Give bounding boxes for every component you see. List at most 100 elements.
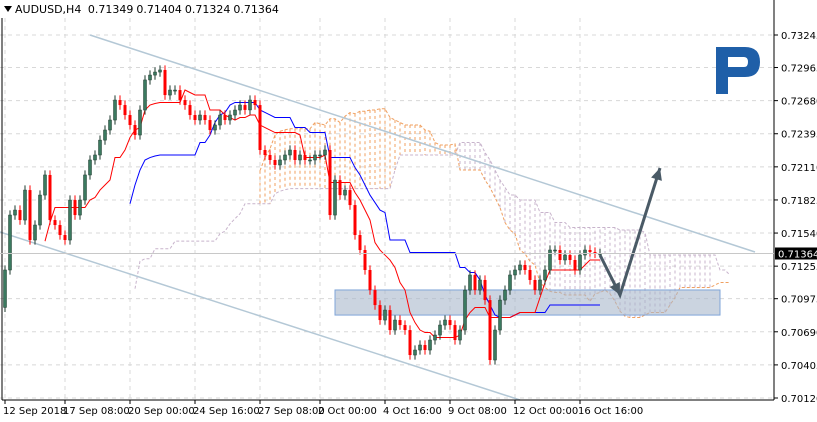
candle-bear (258, 105, 262, 150)
candle-bear (208, 120, 212, 131)
candle-bear (188, 105, 192, 116)
candle-bull (498, 299, 502, 331)
x-tick-label: 12 Oct 00:00 (513, 406, 578, 417)
candle-bear (338, 180, 342, 196)
candle-bull (148, 74, 152, 81)
candle-bull (78, 199, 82, 216)
chart-header: AUDUSD,H4 0.71349 0.71404 0.71324 0.71364 (4, 3, 282, 16)
x-tick-label: 17 Sep 08:00 (63, 406, 130, 417)
candle-bull (108, 119, 112, 131)
candle-bull (113, 99, 117, 121)
candle-bear (223, 115, 227, 121)
candle-bull (333, 179, 337, 216)
candle-bull (458, 329, 462, 341)
ohlc-close: 0.71364 (233, 3, 279, 16)
candle-bear (53, 220, 57, 226)
candle-bull (168, 89, 172, 96)
candle-bear (453, 325, 457, 341)
candle-bear (303, 154, 307, 160)
x-tick-label: 9 Oct 08:00 (448, 406, 507, 417)
candle-bull (153, 71, 157, 76)
y-tick-label: 0.72395 (781, 130, 817, 141)
candle-bull (543, 269, 547, 281)
candle-bear (203, 115, 207, 121)
current-price-label: 0.71364 (778, 249, 817, 260)
candle-bear (533, 279, 537, 291)
candle-bear (448, 320, 452, 326)
x-tick-label: 2 Oct 00:00 (318, 406, 377, 417)
candle-bull (298, 154, 302, 161)
support-zone-rect (334, 289, 721, 316)
trend-channel (0, 34, 756, 401)
candle-bear (48, 174, 52, 221)
candle-bear (293, 149, 297, 160)
candle-bull (383, 309, 387, 321)
y-tick-label: 0.73245 (781, 31, 817, 42)
candle-bull (578, 254, 582, 271)
candle-bull (233, 109, 237, 116)
candle-bull (443, 319, 447, 326)
candle-bull (218, 114, 222, 126)
candle-bear (178, 90, 182, 101)
candle-bear (473, 274, 477, 291)
candle-bull (143, 79, 147, 111)
candle-bear (358, 235, 362, 251)
ichimoku-lines (44, 89, 600, 339)
candle-bull (433, 334, 437, 341)
dropdown-triangle-icon[interactable] (4, 6, 12, 12)
candle-bull (228, 114, 232, 121)
candle-bear (328, 149, 332, 216)
candle-bull (343, 189, 347, 196)
candle-bull (238, 104, 242, 111)
channel-upper-line (89, 34, 756, 253)
current-price-badge (775, 247, 817, 260)
candle-bull (173, 89, 177, 92)
candle-bear (263, 149, 267, 155)
candle-bear (353, 205, 357, 236)
candle-bear (348, 190, 352, 206)
grid (0, 18, 774, 400)
candle-bear (273, 159, 277, 165)
y-tick-label: 0.71255 (781, 262, 817, 273)
candle-bull (438, 324, 442, 336)
candle-bull (548, 249, 552, 271)
candle-bear (483, 279, 487, 301)
candle-bear (28, 190, 32, 241)
ohlc-low: 0.71324 (184, 3, 231, 16)
candle-bear (593, 251, 597, 254)
candle-bull (393, 319, 397, 331)
candle-bull (13, 209, 17, 216)
candle-bear (568, 255, 572, 261)
candle-bear (18, 210, 22, 221)
candle-bull (318, 154, 322, 157)
arrowhead-up-icon (651, 168, 662, 181)
candle-bear (253, 100, 257, 106)
candle-bear (128, 115, 132, 126)
candle-bull (463, 289, 467, 331)
candle-bull (138, 109, 142, 136)
candle-bear (368, 269, 372, 291)
candle-bear (58, 225, 62, 236)
candle-bear (378, 305, 382, 321)
candle-bull (503, 289, 507, 301)
candle-bear (243, 105, 247, 110)
candle-bull (313, 154, 317, 161)
candle-bear (403, 325, 407, 331)
candle-bull (323, 149, 327, 156)
channel-lower-line (0, 231, 521, 401)
y-tick-label: 0.72965 (781, 64, 817, 75)
x-tick-label: 4 Oct 16:00 (383, 406, 442, 417)
candle-bear (123, 105, 127, 116)
x-tick-label: 24 Sep 16:00 (193, 406, 260, 417)
candle-bull (68, 199, 72, 241)
candle-bull (43, 174, 47, 196)
ohlc-high: 0.71404 (136, 3, 182, 16)
x-tick-label: 16 Oct 16:00 (578, 406, 643, 417)
candle-bull (418, 344, 422, 351)
candle-bear (388, 310, 392, 331)
candle-bull (553, 249, 557, 252)
ohlc-open: 0.71349 (87, 3, 134, 16)
y-tick-label: 0.70405 (781, 361, 817, 372)
arrowhead-down-icon (609, 281, 620, 295)
